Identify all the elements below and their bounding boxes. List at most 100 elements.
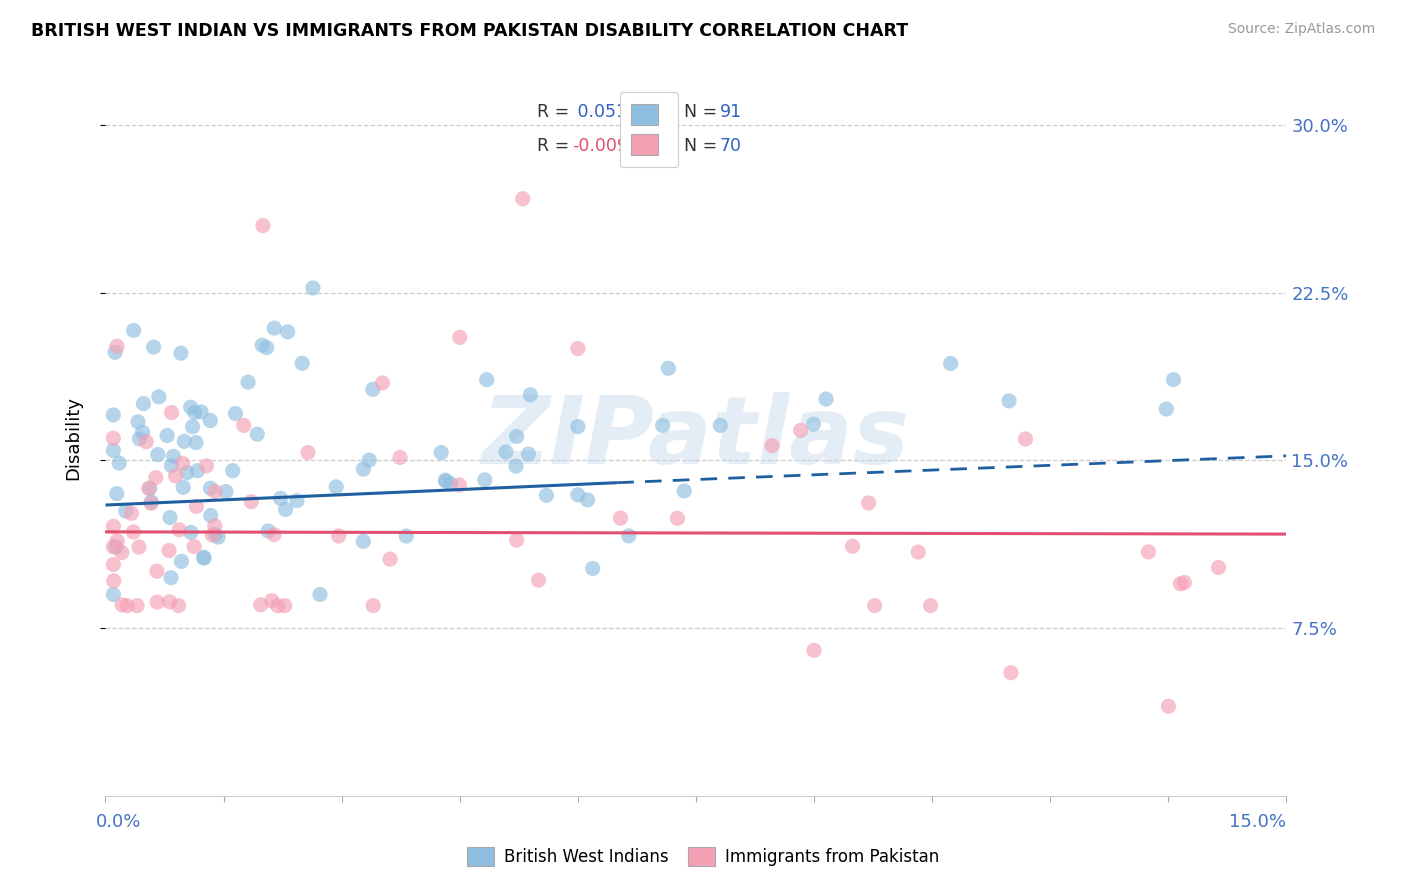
Point [103, 587, 125, 601]
Text: ZIPatlas: ZIPatlas [482, 392, 910, 484]
Point [567, 342, 589, 356]
Text: -0.009: -0.009 [572, 137, 628, 155]
Point [1170, 576, 1192, 591]
Point [352, 462, 374, 476]
Point [195, 458, 218, 473]
Point [576, 492, 599, 507]
Point [536, 488, 558, 502]
Text: BRITISH WEST INDIAN VS IMMIGRANTS FROM PAKISTAN DISABILITY CORRELATION CHART: BRITISH WEST INDIAN VS IMMIGRANTS FROM P… [31, 22, 908, 40]
Point [159, 510, 181, 524]
Point [505, 459, 527, 474]
Point [204, 518, 226, 533]
Point [135, 434, 157, 449]
Point [181, 419, 204, 434]
Point [789, 424, 811, 438]
Point [193, 550, 215, 565]
Point [159, 595, 181, 609]
Text: R =: R = [537, 137, 574, 155]
Point [1163, 373, 1185, 387]
Point [1173, 575, 1195, 590]
Point [103, 443, 125, 458]
Point [257, 524, 280, 538]
Point [207, 530, 229, 544]
Point [128, 432, 150, 446]
Point [505, 429, 527, 443]
Point [309, 587, 332, 601]
Point [105, 533, 128, 548]
Point [127, 599, 149, 613]
Point [361, 599, 384, 613]
Point [120, 506, 142, 520]
Point [841, 539, 863, 553]
Point [128, 540, 150, 554]
Point [180, 525, 202, 540]
Point [103, 519, 125, 533]
Point [858, 496, 880, 510]
Point [172, 480, 194, 494]
Point [1000, 665, 1022, 680]
Point [388, 450, 411, 465]
Point [170, 554, 193, 568]
Point [252, 219, 274, 233]
Point [103, 408, 125, 422]
Point [920, 599, 942, 613]
Point [666, 511, 689, 525]
Point [200, 508, 222, 523]
Point [111, 598, 134, 612]
Point [1154, 402, 1177, 417]
Point [512, 192, 534, 206]
Point [160, 406, 183, 420]
Point [236, 375, 259, 389]
Point [519, 388, 541, 402]
Point [146, 448, 169, 462]
Point [146, 595, 169, 609]
Point [761, 439, 783, 453]
Point [270, 491, 292, 506]
Point [173, 434, 195, 449]
Text: 0.0%: 0.0% [96, 814, 141, 831]
Point [863, 599, 886, 613]
Point [440, 477, 463, 491]
Point [169, 523, 191, 537]
Point [277, 325, 299, 339]
Point [907, 545, 929, 559]
Point [361, 382, 384, 396]
Point [260, 593, 283, 607]
Point [449, 330, 471, 344]
Point [250, 338, 273, 352]
Point [204, 527, 226, 541]
Point [111, 545, 134, 559]
Point [567, 488, 589, 502]
Point [142, 340, 165, 354]
Point [267, 599, 290, 613]
Point [215, 484, 238, 499]
Text: N =: N = [685, 137, 723, 155]
Point [998, 393, 1021, 408]
Point [246, 427, 269, 442]
Point [103, 431, 125, 445]
Point [157, 543, 180, 558]
Point [803, 643, 825, 657]
Point [225, 407, 247, 421]
Point [1208, 560, 1230, 574]
Point [263, 527, 285, 541]
Point [617, 529, 640, 543]
Point [274, 502, 297, 516]
Point [291, 356, 314, 370]
Point [103, 574, 125, 588]
Point [139, 481, 162, 495]
Text: R =: R = [537, 103, 574, 121]
Point [141, 494, 163, 508]
Point [505, 533, 527, 547]
Point [395, 529, 418, 543]
Point [495, 445, 517, 459]
Point [274, 599, 297, 613]
Point [162, 450, 184, 464]
Point [939, 357, 962, 371]
Point [200, 413, 222, 427]
Point [172, 456, 194, 470]
Point [160, 458, 183, 473]
Point [105, 339, 128, 353]
Point [263, 321, 285, 335]
Point [352, 534, 374, 549]
